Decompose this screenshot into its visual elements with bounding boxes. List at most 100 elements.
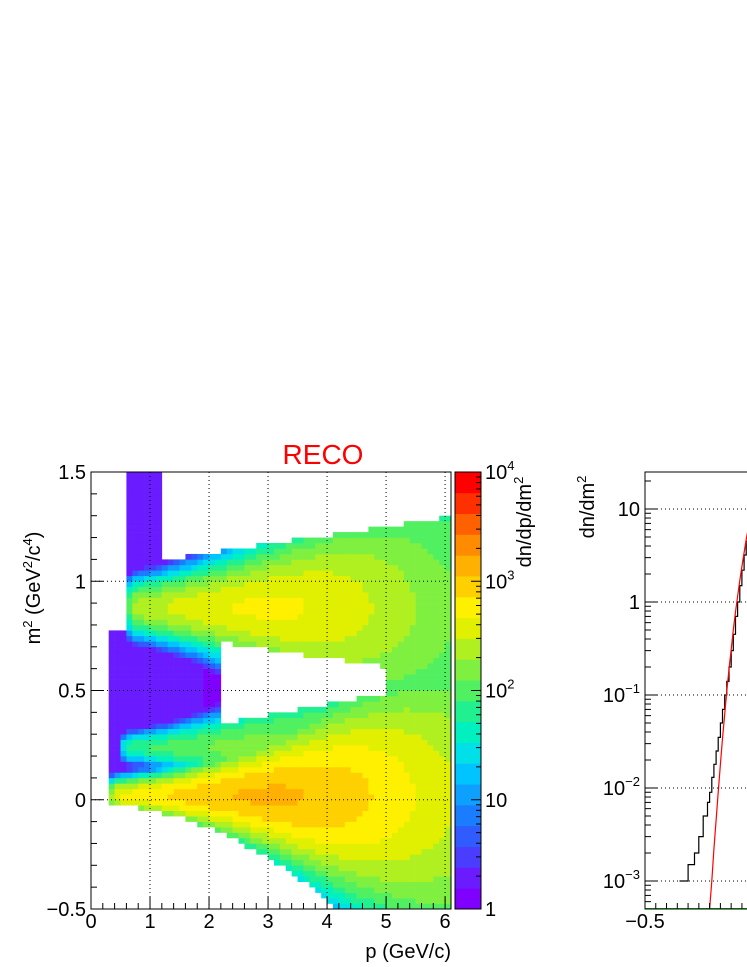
heatmap-cell — [332, 646, 340, 653]
heatmap-cell — [344, 701, 351, 708]
heatmap-cell — [132, 646, 139, 653]
heatmap-cell — [120, 635, 127, 642]
heatmap-cell — [126, 521, 133, 527]
heatmap-cell — [344, 799, 351, 806]
heatmap-cell — [332, 766, 340, 773]
heatmap-cell — [203, 723, 210, 730]
heatmap-cell — [167, 777, 174, 784]
heatmap-cell — [203, 553, 210, 560]
heatmap-cell — [362, 745, 369, 751]
heatmap-cell — [368, 592, 375, 598]
color-bar-swatch — [455, 680, 481, 702]
heatmap-cell — [321, 810, 328, 817]
heatmap-cell — [386, 548, 393, 555]
heatmap-cell — [138, 723, 145, 730]
heatmap-cell — [433, 788, 440, 795]
heatmap-cell — [179, 575, 186, 582]
heatmap-cell — [126, 575, 133, 582]
heatmap-cell — [191, 646, 198, 653]
heatmap-cell — [179, 772, 186, 779]
heatmap-cell — [315, 756, 322, 762]
heatmap-cell — [368, 728, 375, 735]
heatmap-cell — [155, 690, 163, 697]
heatmap-cell — [397, 854, 405, 861]
heatmap-cell — [350, 635, 357, 642]
heatmap-cell — [374, 526, 381, 533]
heatmap-cell — [138, 608, 145, 615]
heatmap-cell — [138, 805, 145, 811]
heatmap-cell — [155, 488, 163, 495]
heatmap-cell — [315, 581, 322, 588]
heatmap-cell — [380, 723, 387, 730]
heatmap-cell — [315, 827, 322, 833]
heatmap-cell — [173, 717, 180, 724]
heatmap-cell — [244, 734, 251, 740]
heatmap-cell — [362, 816, 369, 822]
heatmap-cell — [150, 799, 157, 806]
heatmap-cell — [132, 685, 139, 691]
heatmap-cell — [386, 870, 393, 877]
heatmap-cell — [321, 788, 328, 795]
heatmap-cell — [279, 717, 287, 724]
heatmap-cell — [344, 548, 351, 555]
heatmap-cell — [303, 614, 310, 620]
heatmap-cell — [321, 777, 328, 784]
heatmap-cell — [445, 548, 451, 555]
heatmap-cell — [321, 586, 328, 593]
heatmap-cell — [433, 586, 440, 593]
heatmap-cell — [279, 734, 287, 740]
heatmap-cell — [250, 635, 257, 642]
heatmap-cell — [303, 865, 310, 872]
heatmap-cell — [132, 472, 139, 478]
heatmap-cell — [421, 695, 428, 702]
heatmap-cell — [161, 695, 169, 702]
heatmap-cell — [433, 750, 440, 757]
color-bar-swatch — [455, 555, 481, 577]
heatmap-cell — [126, 652, 133, 659]
heatmap-cell — [397, 739, 405, 746]
heatmap-cell — [185, 750, 192, 757]
heatmap-cell — [120, 734, 127, 740]
heatmap-cell — [203, 592, 210, 598]
heatmap-cell — [391, 832, 399, 839]
heatmap-cell — [350, 783, 357, 790]
heatmap-cell — [126, 685, 133, 691]
heatmap-cell — [433, 717, 440, 724]
y-tick-label: 0 — [75, 790, 86, 812]
heatmap-cell — [409, 657, 416, 664]
heatmap-cell — [445, 657, 451, 664]
heatmap-cell — [209, 706, 216, 713]
heatmap-cell — [226, 777, 233, 784]
heatmap-cell — [120, 706, 127, 713]
heatmap-cell — [380, 745, 387, 751]
heatmap-cell — [155, 510, 163, 516]
heatmap-cell — [303, 543, 310, 549]
heatmap-cell — [391, 597, 399, 604]
heatmap-cell — [380, 848, 387, 855]
heatmap-cell — [403, 739, 410, 746]
heatmap-cell — [374, 854, 381, 861]
heatmap-cell — [362, 843, 369, 850]
heatmap-cell — [185, 766, 192, 773]
heatmap-cell — [185, 783, 192, 790]
heatmap-cell — [285, 548, 292, 555]
heatmap-cell — [374, 832, 381, 839]
heatmap-cell — [445, 761, 451, 768]
heatmap-cell — [150, 734, 157, 740]
heatmap-cell — [421, 597, 428, 604]
heatmap-cell — [126, 559, 133, 566]
heatmap-cell — [421, 750, 428, 757]
heatmap-cell — [338, 570, 346, 577]
heatmap-cell — [315, 772, 322, 779]
heatmap-cell — [332, 581, 340, 588]
heatmap-cell — [238, 641, 245, 648]
heatmap-cell — [214, 728, 222, 735]
heatmap-cell — [433, 668, 440, 675]
heatmap-cell — [344, 646, 351, 653]
heatmap-cell — [315, 745, 322, 751]
heatmap-cell — [238, 586, 245, 593]
heatmap-cell — [262, 848, 269, 855]
heatmap-cell — [356, 619, 363, 626]
heatmap-cell — [144, 674, 151, 680]
